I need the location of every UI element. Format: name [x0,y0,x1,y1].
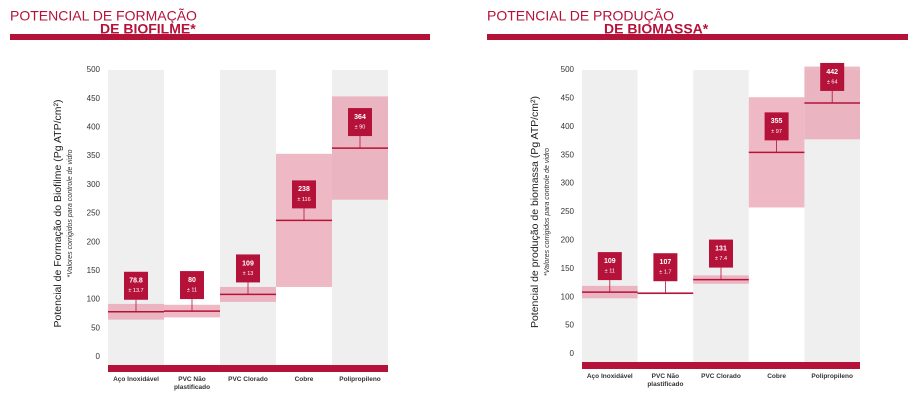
y-tick-label: 150 [87,266,101,275]
value-label: 442 [826,69,838,76]
value-box [236,254,260,283]
y-tick-label: 250 [87,209,101,218]
axis-note: *Valores corrigidos para controle de vid… [544,148,551,276]
value-label: 131 [715,245,727,252]
category-bar [108,365,388,372]
y-tick-label: 400 [561,122,575,131]
chart-title: POTENCIAL DE PRODUÇÃO [487,8,674,24]
y-tick-label: 450 [561,94,575,103]
value-label: 80 [188,277,196,284]
column-bg [108,70,164,365]
chart-title: POTENCIAL DE FORMAÇÃO [10,8,197,24]
y-tick-label: 50 [91,323,100,332]
y-tick-label: 500 [561,65,575,74]
y-tick-label: 200 [561,236,575,245]
error-label: ± 11 [187,288,197,294]
y-tick-label: 0 [96,352,101,361]
y-tick-label: 0 [570,349,575,358]
y-tick-label: 300 [561,179,575,188]
value-box [348,108,372,137]
error-label: ± 97 [771,129,782,135]
error-label: ± 64 [827,79,838,85]
value-label: 109 [242,260,254,267]
category-label: PVC Não plastificado [647,373,684,388]
category-label: PVC Clorado [701,373,741,380]
column-bg [693,70,749,362]
column-bg [220,70,276,365]
value-box [764,112,789,141]
category-label: Cobre [767,373,786,380]
value-box [180,271,204,300]
category-label: Polipropileno [339,376,381,383]
category-label: Aço Inoxidável [113,376,159,383]
value-box [653,253,678,282]
y-tick-label: 450 [87,94,101,103]
error-label: ± 116 [297,197,310,203]
y-tick-label: 350 [87,151,101,160]
y-tick-label: 150 [561,264,575,273]
value-label: 107 [660,259,672,266]
y-tick-label: 100 [87,295,101,304]
value-box [709,239,733,268]
error-label: ± 7.4 [715,256,727,262]
error-label: ± 13 [243,271,254,277]
y-axis-label: Potencial de Formação do Biofilme (Pg AT… [52,100,64,328]
value-label: 364 [354,114,366,121]
y-tick-label: 350 [561,150,575,159]
category-label: PVC Não plastificado [173,376,211,391]
category-label: Cobre [294,376,314,383]
axis-note: *Valores corrigidos para controle de vid… [67,149,74,277]
error-label: ± 1.7 [659,270,671,276]
value-label: 109 [604,258,616,265]
y-tick-label: 300 [87,180,101,189]
y-tick-label: 50 [565,321,574,330]
category-label: PVC Clorado [228,376,268,383]
category-bar [582,362,860,369]
value-box [597,252,622,281]
value-box [124,271,148,300]
category-label: Aço Inoxidável [586,373,633,380]
y-tick-label: 200 [87,237,101,246]
y-tick-label: 250 [561,207,575,216]
value-box [820,62,845,91]
value-label: 238 [298,186,310,193]
y-tick-label: 400 [87,123,101,132]
column-bg [582,70,638,362]
value-box [292,180,316,209]
value-label: 355 [771,118,783,125]
y-axis-label: Potencial de produção de biomassa (Pg AT… [529,96,541,328]
y-tick-label: 500 [87,65,101,74]
value-label: 78.8 [129,278,143,285]
error-label: ± 11 [605,269,615,275]
error-label: ± 13.7 [128,288,143,294]
chart-subtitle: DE BIOFILME* [100,21,196,37]
error-label: ± 90 [355,125,366,131]
chart-subtitle: DE BIOMASSA* [604,21,709,37]
category-label: Polipropileno [811,373,853,380]
y-tick-label: 100 [561,292,575,301]
header-bar [10,34,430,40]
header-bar [487,34,908,40]
